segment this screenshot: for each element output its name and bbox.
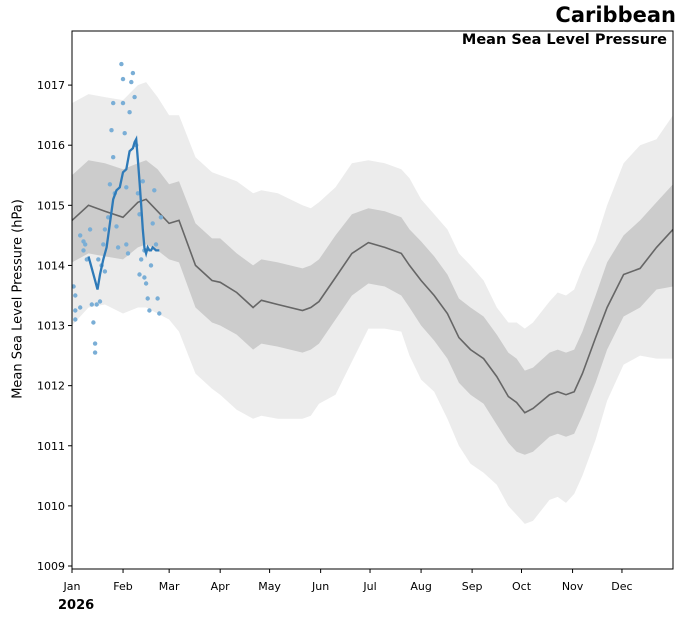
observation-point [73,308,78,313]
observation-point [78,305,83,310]
observation-point [114,224,119,229]
observation-point [107,182,113,187]
observation-point [92,341,98,346]
observation-point [87,227,93,232]
year-label: 2026 [58,598,95,613]
observed-mean-line [87,135,160,290]
plot-content [72,61,673,524]
y-tick-label: 1013 [37,320,65,333]
x-tick-label: Oct [512,580,532,593]
inner-range-band [72,160,673,455]
observation-point [145,296,150,301]
observation-point [97,299,103,304]
x-tick-label: Feb [113,580,132,593]
observation-point [148,263,154,268]
chart-subtitle: Mean Sea Level Pressure [461,32,667,48]
observation-point [150,221,155,226]
y-tick-label: 1011 [37,440,65,453]
observation-point [155,296,160,301]
x-tick-label: Jan [63,580,81,593]
observation-point [111,100,116,106]
observation-point [119,61,124,67]
observation-point [83,242,88,247]
y-tick-label: 1017 [37,79,65,92]
observation-point [130,70,136,76]
x-tick-label: Apr [211,580,231,593]
observation-point [157,311,162,316]
x-tick-label: Jun [311,580,329,593]
observation-point [102,227,108,232]
x-tick-label: Dec [611,580,632,593]
y-tick-label: 1016 [37,139,65,152]
observation-point [137,272,142,277]
observation-point [73,317,78,322]
y-tick-label: 1012 [37,380,65,393]
observation-point [143,281,149,286]
x-tick-label: Aug [410,580,431,593]
observation-point [135,191,141,196]
y-tick-label: 1009 [37,560,65,573]
observation-point [102,269,108,274]
x-tick-label: Jul [362,580,376,593]
observation-point [129,79,134,85]
observation-point [111,155,116,160]
observation-point [132,94,137,100]
observation-point [142,275,147,280]
observation-point [91,320,96,325]
observation-point [92,350,98,355]
y-tick-label: 1010 [37,500,65,513]
observation-point [124,185,129,190]
observation-point [140,179,145,184]
observation-point [89,302,95,307]
observation-point [78,233,83,238]
outer-range-band [72,82,673,524]
climatology-mean-line [72,198,673,414]
observation-point [120,76,126,82]
observation-point [147,308,152,313]
chart-title: Caribbean [555,3,676,27]
y-tick-label: 1014 [37,259,65,272]
observation-point [109,128,114,133]
observation-point [81,248,86,253]
x-tick-label: Mar [159,580,180,593]
observation-point [153,242,159,247]
observation-point [73,293,78,298]
observation-point [115,245,121,250]
observation-point [96,257,101,262]
x-tick-label: Nov [562,580,584,593]
observation-point [94,302,99,307]
plot-frame [71,30,674,570]
observation-point [127,110,132,115]
observation-point [124,242,129,247]
observation-point [158,215,164,220]
observation-point [139,257,144,262]
axes: 1009 1010 1011 1012 1013 1014 1015 1016 1017 Jan F… [37,30,674,593]
observation-point [101,242,106,247]
observation-point [120,100,126,106]
x-tick-label: May [258,580,281,593]
observation-point [122,131,127,136]
plot-area [72,61,673,524]
y-tick-label: 1015 [37,199,65,212]
x-tick-label: Sep [462,580,483,593]
observation-point [72,284,76,289]
observation-point [106,215,111,220]
observation-point [125,251,131,256]
observation-point [152,188,157,193]
